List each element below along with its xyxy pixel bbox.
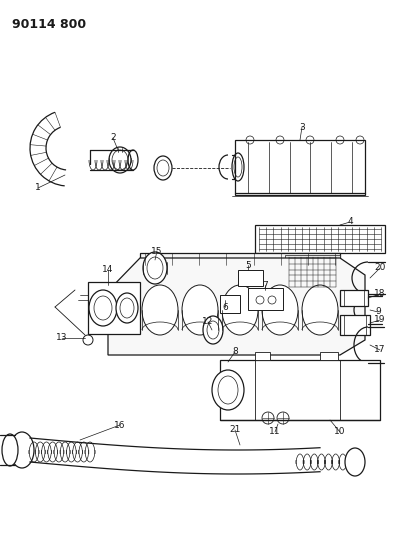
Text: 12: 12 xyxy=(202,318,214,327)
Ellipse shape xyxy=(142,285,178,335)
Ellipse shape xyxy=(302,285,338,335)
Text: 21: 21 xyxy=(229,425,241,434)
Ellipse shape xyxy=(143,252,167,284)
Text: 5: 5 xyxy=(245,261,251,270)
Text: 1: 1 xyxy=(35,183,41,192)
Ellipse shape xyxy=(10,432,34,468)
Text: 90114 800: 90114 800 xyxy=(12,18,86,31)
Ellipse shape xyxy=(262,285,298,335)
Text: 7: 7 xyxy=(262,280,268,289)
Text: 13: 13 xyxy=(56,334,68,343)
Ellipse shape xyxy=(212,370,244,410)
Text: 2: 2 xyxy=(110,133,116,142)
Bar xyxy=(220,360,380,420)
Ellipse shape xyxy=(2,434,18,466)
Bar xyxy=(255,352,270,360)
Bar xyxy=(88,282,140,334)
Text: 10: 10 xyxy=(334,427,346,437)
Polygon shape xyxy=(108,258,365,355)
Bar xyxy=(320,352,338,360)
Bar xyxy=(248,288,283,310)
Text: 19: 19 xyxy=(374,316,386,325)
Bar xyxy=(235,140,365,195)
Ellipse shape xyxy=(222,285,258,335)
Text: 11: 11 xyxy=(269,427,281,437)
Text: 14: 14 xyxy=(102,265,114,274)
Text: 18: 18 xyxy=(374,289,386,298)
Text: 17: 17 xyxy=(374,345,386,354)
Bar xyxy=(285,255,340,289)
Ellipse shape xyxy=(89,290,117,326)
Bar xyxy=(340,290,368,306)
Ellipse shape xyxy=(182,285,218,335)
Ellipse shape xyxy=(345,448,365,476)
Text: 4: 4 xyxy=(347,217,353,227)
Text: 16: 16 xyxy=(114,421,126,430)
Ellipse shape xyxy=(203,316,223,344)
Bar xyxy=(238,270,263,286)
Bar xyxy=(140,253,340,291)
Text: 9: 9 xyxy=(375,308,381,317)
Ellipse shape xyxy=(116,293,138,323)
Text: 3: 3 xyxy=(299,123,305,132)
Bar xyxy=(255,225,385,253)
Text: 15: 15 xyxy=(151,246,163,255)
Text: 20: 20 xyxy=(374,263,386,272)
Text: 8: 8 xyxy=(232,348,238,357)
Bar xyxy=(220,295,240,313)
Text: 6: 6 xyxy=(222,303,228,311)
Bar xyxy=(340,315,370,335)
